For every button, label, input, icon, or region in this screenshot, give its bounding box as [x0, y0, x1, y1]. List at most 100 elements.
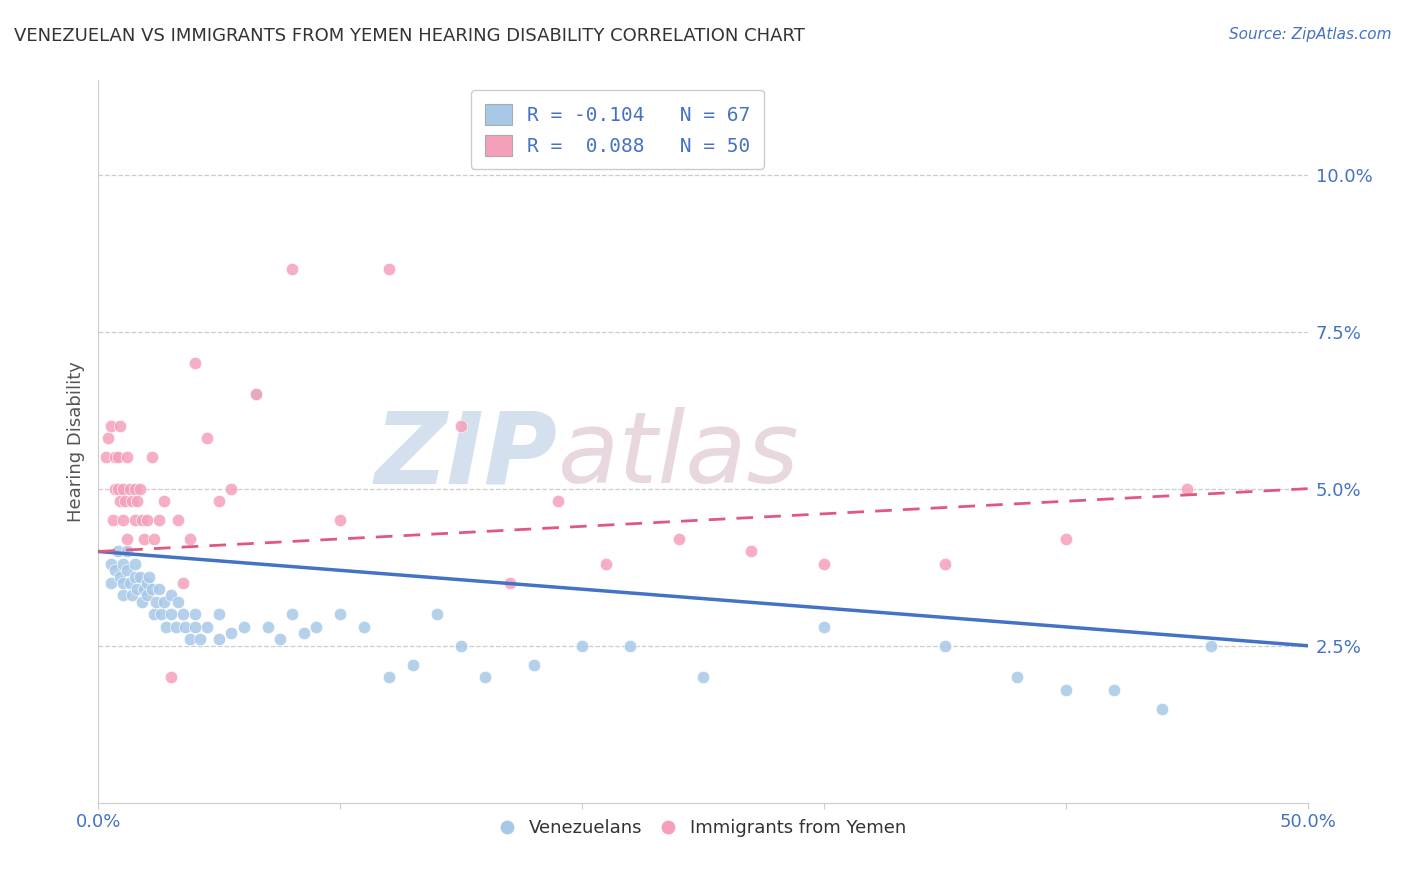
Point	[118, 482, 141, 496]
Point	[1007, 670, 1029, 684]
Point	[100, 575, 122, 590]
Point	[155, 620, 177, 634]
Text: atlas: atlas	[558, 408, 800, 505]
Point	[101, 513, 124, 527]
Point	[172, 607, 194, 622]
Point	[135, 575, 157, 590]
Point	[104, 482, 127, 496]
Point	[426, 607, 449, 622]
Point	[813, 620, 835, 634]
Point	[208, 607, 231, 622]
Y-axis label: Hearing Disability: Hearing Disability	[66, 361, 84, 522]
Point	[1152, 701, 1174, 715]
Point	[94, 450, 117, 465]
Point	[108, 418, 131, 433]
Point	[195, 620, 218, 634]
Point	[135, 589, 157, 603]
Point	[571, 639, 593, 653]
Point	[450, 418, 472, 433]
Point	[1102, 682, 1125, 697]
Point	[281, 607, 304, 622]
Point	[97, 431, 120, 445]
Point	[1175, 482, 1198, 496]
Point	[108, 494, 131, 508]
Text: VENEZUELAN VS IMMIGRANTS FROM YEMEN HEARING DISABILITY CORRELATION CHART: VENEZUELAN VS IMMIGRANTS FROM YEMEN HEAR…	[14, 27, 804, 45]
Point	[188, 632, 211, 647]
Point	[474, 670, 496, 684]
Point	[208, 494, 231, 508]
Point	[269, 632, 291, 647]
Point	[100, 418, 122, 433]
Point	[232, 620, 254, 634]
Point	[184, 356, 207, 370]
Point	[117, 544, 139, 558]
Point	[141, 450, 163, 465]
Point	[329, 513, 352, 527]
Legend: Venezuelans, Immigrants from Yemen: Venezuelans, Immigrants from Yemen	[494, 812, 912, 845]
Point	[595, 557, 617, 571]
Point	[135, 513, 157, 527]
Point	[143, 532, 166, 546]
Point	[111, 575, 134, 590]
Point	[221, 626, 243, 640]
Point	[118, 575, 141, 590]
Point	[111, 589, 134, 603]
Point	[292, 626, 315, 640]
Point	[740, 544, 762, 558]
Point	[1054, 532, 1077, 546]
Point	[107, 450, 129, 465]
Point	[124, 513, 146, 527]
Point	[143, 607, 166, 622]
Point	[114, 494, 136, 508]
Point	[124, 482, 146, 496]
Point	[353, 620, 375, 634]
Point	[117, 532, 139, 546]
Point	[1054, 682, 1077, 697]
Point	[179, 532, 201, 546]
Point	[134, 532, 156, 546]
Point	[150, 607, 173, 622]
Point	[174, 620, 197, 634]
Point	[160, 607, 183, 622]
Point	[127, 582, 149, 597]
Point	[167, 595, 190, 609]
Point	[1199, 639, 1222, 653]
Point	[128, 482, 150, 496]
Point	[134, 582, 156, 597]
Text: ZIP: ZIP	[375, 408, 558, 505]
Point	[128, 569, 150, 583]
Point	[131, 513, 153, 527]
Point	[813, 557, 835, 571]
Point	[450, 639, 472, 653]
Point	[111, 557, 134, 571]
Point	[377, 670, 399, 684]
Point	[145, 595, 167, 609]
Point	[305, 620, 328, 634]
Point	[121, 589, 143, 603]
Point	[221, 482, 243, 496]
Point	[934, 639, 956, 653]
Point	[117, 450, 139, 465]
Point	[152, 595, 174, 609]
Point	[160, 670, 183, 684]
Point	[195, 431, 218, 445]
Point	[160, 589, 183, 603]
Point	[184, 607, 207, 622]
Point	[124, 557, 146, 571]
Point	[245, 387, 267, 401]
Point	[402, 657, 425, 672]
Point	[111, 482, 134, 496]
Point	[108, 569, 131, 583]
Point	[547, 494, 569, 508]
Point	[281, 261, 304, 276]
Point	[107, 482, 129, 496]
Point	[167, 513, 190, 527]
Point	[208, 632, 231, 647]
Point	[138, 569, 160, 583]
Point	[148, 513, 170, 527]
Point	[127, 494, 149, 508]
Point	[523, 657, 546, 672]
Point	[117, 563, 139, 577]
Point	[165, 620, 187, 634]
Point	[131, 595, 153, 609]
